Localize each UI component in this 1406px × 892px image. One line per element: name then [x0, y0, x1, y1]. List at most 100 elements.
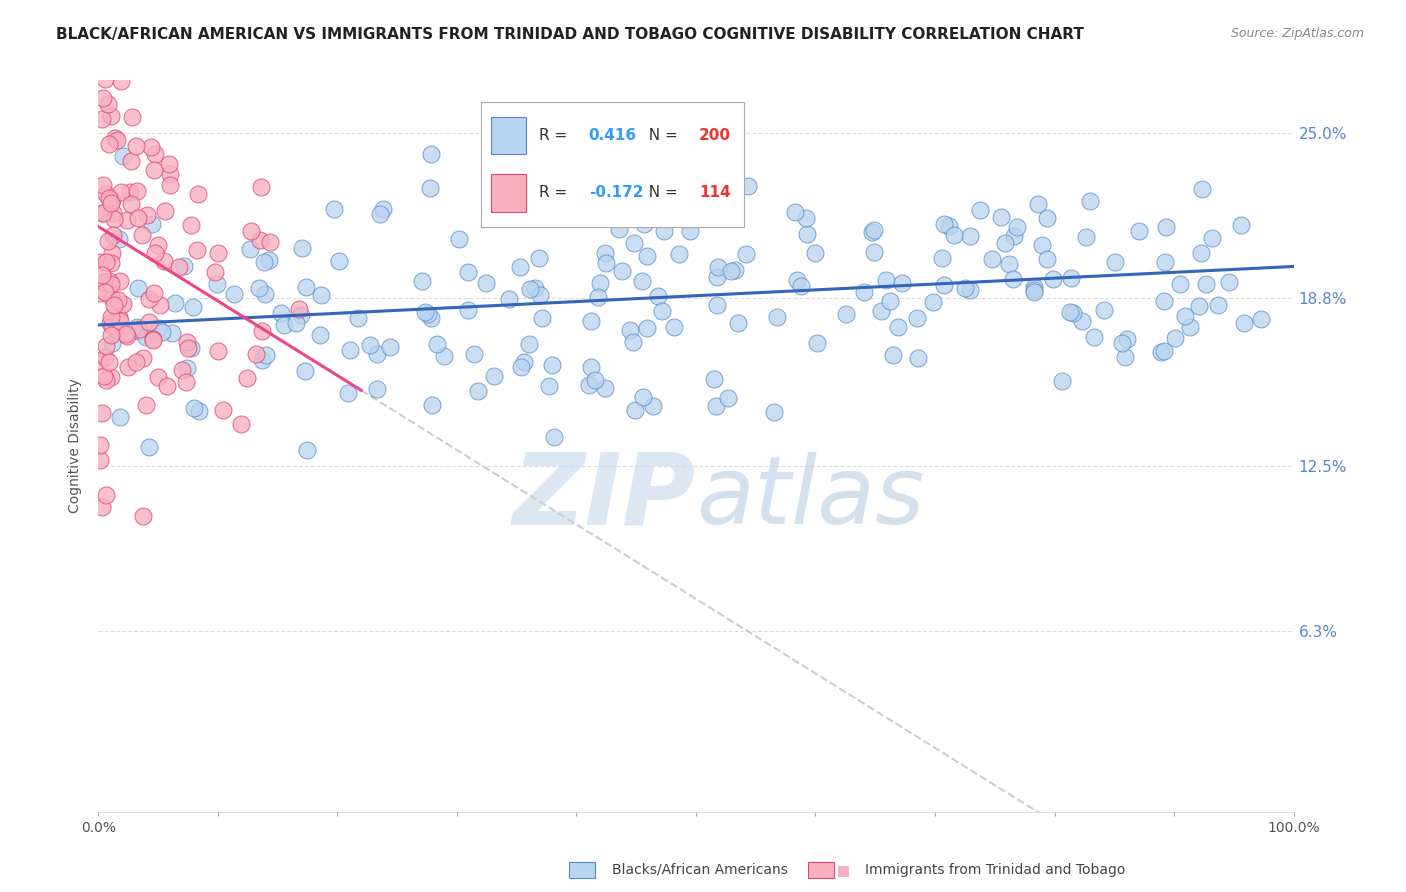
- Point: [101, 319, 124, 334]
- Point: [623, 235, 645, 250]
- Point: [765, 310, 787, 324]
- Point: [100, 277, 122, 292]
- Point: [170, 363, 193, 377]
- Point: [475, 276, 498, 290]
- Point: [173, 259, 195, 273]
- Point: [247, 281, 270, 295]
- Point: [641, 400, 664, 414]
- Point: [853, 285, 876, 300]
- Point: [146, 370, 169, 384]
- Point: [259, 235, 281, 249]
- Point: [704, 399, 727, 413]
- Point: [1092, 303, 1115, 318]
- Point: [90, 12, 112, 26]
- Point: [879, 294, 901, 309]
- Point: [174, 375, 197, 389]
- Point: [176, 361, 198, 376]
- Point: [97, 355, 120, 369]
- Point: [717, 391, 740, 405]
- Point: [89, 354, 111, 368]
- Point: [93, 369, 115, 384]
- Point: [107, 293, 129, 307]
- Point: [207, 277, 229, 292]
- Point: [1024, 285, 1046, 300]
- Point: [94, 350, 117, 364]
- Point: [994, 236, 1017, 251]
- Point: [90, 406, 112, 420]
- Point: [368, 207, 391, 221]
- Point: [371, 202, 394, 217]
- Point: [186, 0, 208, 10]
- Point: [143, 163, 166, 178]
- Point: [207, 343, 229, 358]
- Text: ▪: ▪: [837, 860, 851, 880]
- Point: [1042, 272, 1064, 286]
- Point: [138, 292, 160, 306]
- Point: [142, 332, 165, 346]
- Point: [621, 334, 644, 349]
- Point: [529, 287, 551, 301]
- Point: [105, 323, 128, 337]
- Point: [786, 273, 808, 287]
- Point: [245, 346, 267, 360]
- Point: [103, 228, 125, 243]
- Point: [181, 300, 204, 314]
- Point: [328, 254, 350, 268]
- Point: [1001, 272, 1024, 286]
- Point: [207, 246, 229, 260]
- Point: [159, 178, 181, 192]
- Point: [117, 328, 139, 343]
- Point: [89, 285, 111, 300]
- Point: [112, 297, 135, 311]
- Point: [128, 321, 150, 335]
- Point: [934, 217, 956, 231]
- Point: [100, 310, 122, 324]
- Point: [131, 227, 153, 242]
- Point: [125, 139, 148, 153]
- Point: [651, 303, 673, 318]
- Point: [101, 193, 124, 207]
- Point: [100, 328, 122, 343]
- Point: [322, 202, 344, 216]
- Point: [94, 488, 117, 502]
- Point: [419, 147, 441, 161]
- Point: [1083, 330, 1105, 344]
- Point: [253, 255, 276, 269]
- Point: [183, 401, 205, 415]
- Text: ZIP: ZIP: [513, 449, 696, 546]
- Point: [953, 281, 976, 295]
- Point: [136, 208, 159, 222]
- Point: [91, 91, 114, 105]
- Point: [1206, 298, 1229, 312]
- Point: [252, 353, 274, 368]
- Point: [1153, 344, 1175, 359]
- Point: [93, 276, 115, 290]
- Point: [204, 265, 226, 279]
- Point: [149, 298, 172, 312]
- Point: [1052, 374, 1074, 388]
- Point: [212, 402, 235, 417]
- Point: [1173, 310, 1195, 324]
- Point: [100, 369, 122, 384]
- Point: [1191, 182, 1213, 196]
- Text: Blacks/African Americans: Blacks/African Americans: [612, 863, 787, 877]
- Point: [1031, 237, 1053, 252]
- Point: [457, 265, 479, 279]
- Point: [636, 249, 658, 263]
- Point: [380, 340, 402, 354]
- Point: [90, 206, 112, 220]
- Point: [418, 307, 440, 321]
- Point: [593, 245, 616, 260]
- Point: [969, 203, 991, 218]
- Point: [420, 398, 443, 412]
- Point: [1195, 277, 1218, 291]
- Point: [517, 337, 540, 351]
- Point: [107, 231, 129, 245]
- Point: [607, 222, 630, 236]
- Point: [1115, 332, 1137, 346]
- Point: [891, 277, 914, 291]
- Point: [419, 181, 441, 195]
- Point: [180, 341, 202, 355]
- Point: [153, 253, 176, 268]
- Point: [586, 290, 609, 304]
